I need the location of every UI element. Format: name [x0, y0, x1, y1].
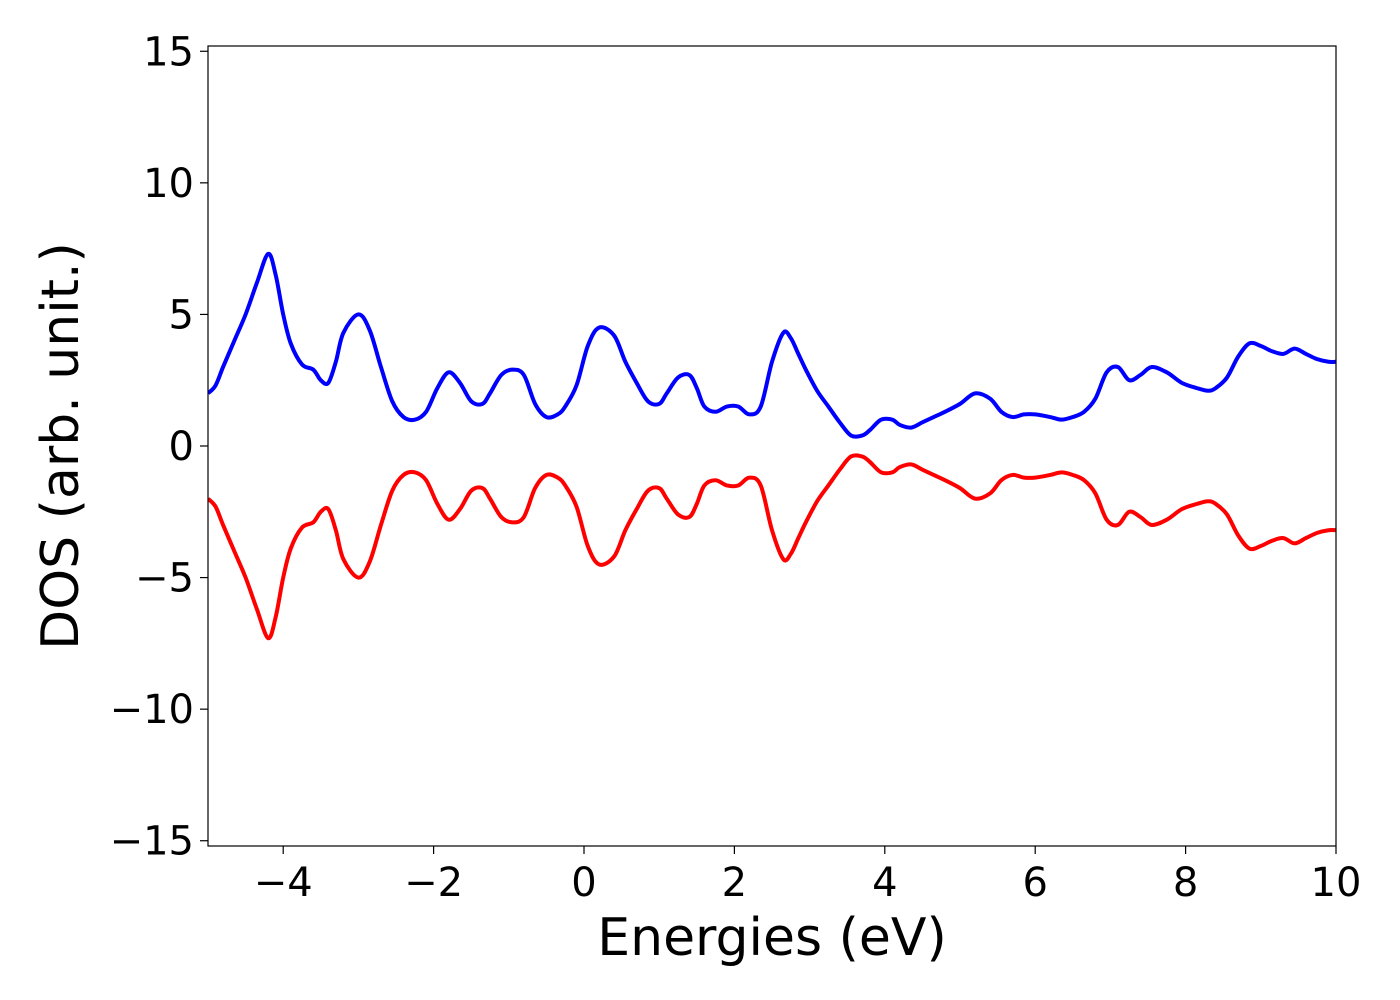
x-tick-label: 6 — [1022, 860, 1047, 906]
x-tick-label: −4 — [254, 860, 313, 906]
y-axis-label: DOS (arb. unit.) — [31, 242, 91, 650]
y-axis: −15 −10 −5 0 5 10 15 — [110, 29, 208, 865]
x-tick-label: 4 — [872, 860, 897, 906]
x-tick-label: −2 — [404, 860, 463, 906]
series-line-1 — [208, 251, 1336, 439]
plot-area — [208, 251, 1336, 641]
y-tick-label: 0 — [169, 424, 194, 470]
x-tick-label: 10 — [1311, 860, 1362, 906]
x-tick-label: 2 — [722, 860, 747, 906]
x-axis-label: Energies (eV) — [597, 908, 946, 968]
y-tick-label: −5 — [135, 556, 194, 602]
axes-frame — [207, 45, 1337, 847]
y-tick-label: −15 — [110, 819, 194, 865]
y-tick-label: −10 — [110, 687, 194, 733]
y-tick-label: 15 — [143, 29, 194, 75]
x-tick-label: 8 — [1173, 860, 1198, 906]
y-tick-label: 5 — [169, 292, 194, 338]
series-line-2 — [208, 453, 1336, 641]
x-axis: −4 −2 0 2 4 6 8 10 — [254, 846, 1362, 906]
x-tick-label: 0 — [571, 860, 596, 906]
y-tick-label: 10 — [143, 161, 194, 207]
